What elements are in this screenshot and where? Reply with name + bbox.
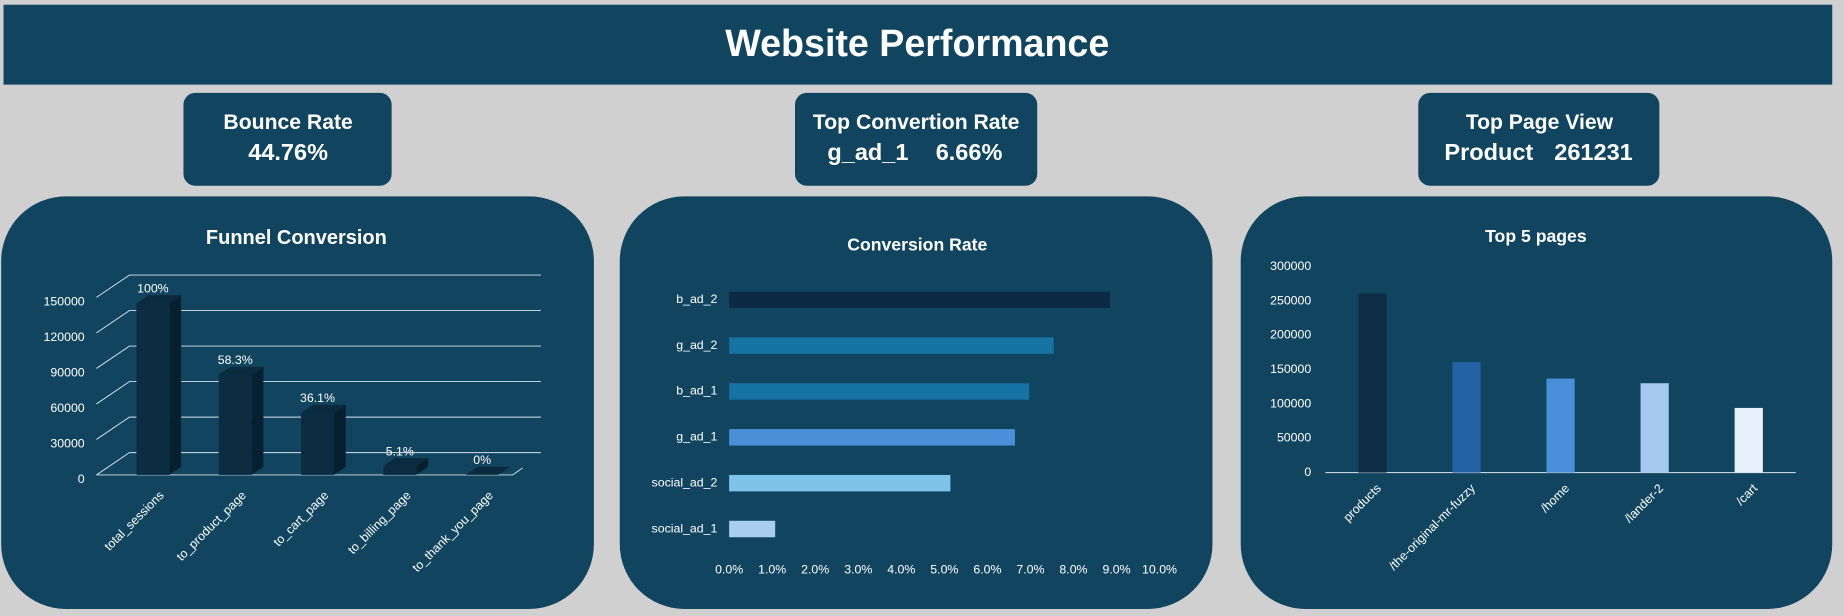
y-tick-label: 250000	[1270, 293, 1311, 307]
bar	[729, 337, 1054, 354]
kpi-name: g_ad_1	[827, 139, 908, 165]
bar	[1358, 293, 1387, 473]
kpi-value: 6.66%	[936, 139, 1003, 165]
bar-top	[218, 366, 264, 375]
bar	[729, 520, 776, 538]
y-tick-label: social_ad_2	[652, 475, 718, 489]
bar	[218, 366, 264, 475]
grid-line	[96, 310, 541, 334]
x-tick-label: 10.0%	[1142, 562, 1177, 576]
kpi-value: 261231	[1554, 139, 1632, 165]
x-tick-label: 8.0%	[1059, 562, 1087, 576]
bar-front	[218, 374, 252, 475]
bar	[729, 474, 951, 492]
kpi-card	[794, 92, 1038, 186]
y-tick-label: 120000	[44, 330, 85, 344]
chart-panel	[619, 196, 1213, 609]
data-label: 36.1%	[300, 391, 335, 405]
grid-line	[96, 452, 541, 476]
chart-title: Top 5 pages	[1485, 226, 1587, 246]
x-tick-label: 2.0%	[801, 562, 829, 576]
bar-side	[333, 404, 346, 475]
grid-line	[96, 416, 541, 440]
chart-panel	[1240, 196, 1833, 609]
chart-panel	[1, 196, 594, 609]
grid-line	[96, 274, 541, 298]
bar	[301, 404, 346, 475]
y-tick-label: 0	[1304, 465, 1311, 479]
bar-side	[416, 457, 429, 475]
kpi-label: Top Page View	[1466, 111, 1614, 134]
page-title: Website Performance	[725, 22, 1109, 64]
bar-top	[465, 466, 511, 475]
y-tick-label: b_ad_2	[676, 292, 717, 306]
grid-line	[96, 345, 541, 369]
kpi-value: 44.76%	[248, 139, 328, 165]
y-tick-label: 150000	[44, 294, 85, 308]
chart-title: Funnel Conversion	[206, 227, 387, 249]
kpi-card	[1418, 92, 1660, 186]
y-tick-label: 60000	[50, 401, 84, 415]
y-tick-label: social_ad_1	[652, 521, 718, 535]
y-tick-label: 150000	[1270, 362, 1311, 376]
y-tick-label: g_ad_1	[676, 430, 717, 444]
x-tick-label: 1.0%	[758, 562, 786, 576]
kpi-card	[183, 92, 392, 186]
x-tick-label: 3.0%	[844, 562, 872, 576]
y-tick-label: 90000	[50, 365, 84, 379]
kpi-name: Product	[1444, 139, 1533, 165]
data-label: 5.1%	[386, 444, 414, 458]
bar-front	[136, 303, 170, 475]
bar	[729, 291, 1111, 308]
y-tick-label: 200000	[1270, 328, 1311, 342]
x-tick-label: 7.0%	[1016, 562, 1044, 576]
x-tick-label: 4.0%	[887, 562, 915, 576]
header	[3, 4, 1833, 85]
grid-line	[96, 381, 541, 405]
bar-top	[383, 457, 429, 467]
bar-front	[301, 413, 334, 475]
data-label: 0%	[473, 453, 491, 467]
y-tick-label: 300000	[1270, 259, 1311, 273]
chart-title: Conversion Rate	[847, 234, 987, 254]
y-tick-label: b_ad_1	[676, 384, 717, 398]
bar-side	[169, 295, 182, 475]
data-label: 100%	[137, 281, 169, 295]
bar-front	[383, 466, 417, 475]
x-tick-label: 9.0%	[1102, 562, 1130, 576]
bar	[465, 466, 511, 475]
bar	[383, 457, 429, 475]
bar	[729, 383, 1030, 400]
x-tick-label: 5.0%	[930, 562, 958, 576]
bar	[1640, 383, 1669, 473]
y-tick-label: g_ad_2	[676, 338, 717, 352]
bar	[729, 429, 1015, 446]
bar	[136, 295, 182, 475]
y-tick-label: 30000	[50, 436, 84, 450]
data-label: 58.3%	[218, 353, 253, 367]
kpi-label: Top Convertion Rate	[813, 111, 1020, 134]
x-tick-label: 6.0%	[973, 562, 1001, 576]
y-tick-label: 50000	[1277, 431, 1311, 445]
y-tick-label: 100000	[1270, 396, 1311, 410]
bar	[1452, 362, 1481, 473]
x-tick-label: 0.0%	[715, 562, 743, 576]
y-tick-label: 0	[78, 472, 85, 486]
bar	[1546, 378, 1575, 473]
bar-top	[136, 295, 182, 304]
bar-top	[301, 404, 346, 414]
kpi-label: Bounce Rate	[223, 111, 353, 134]
bar	[1734, 407, 1763, 473]
bar-side	[251, 366, 264, 475]
